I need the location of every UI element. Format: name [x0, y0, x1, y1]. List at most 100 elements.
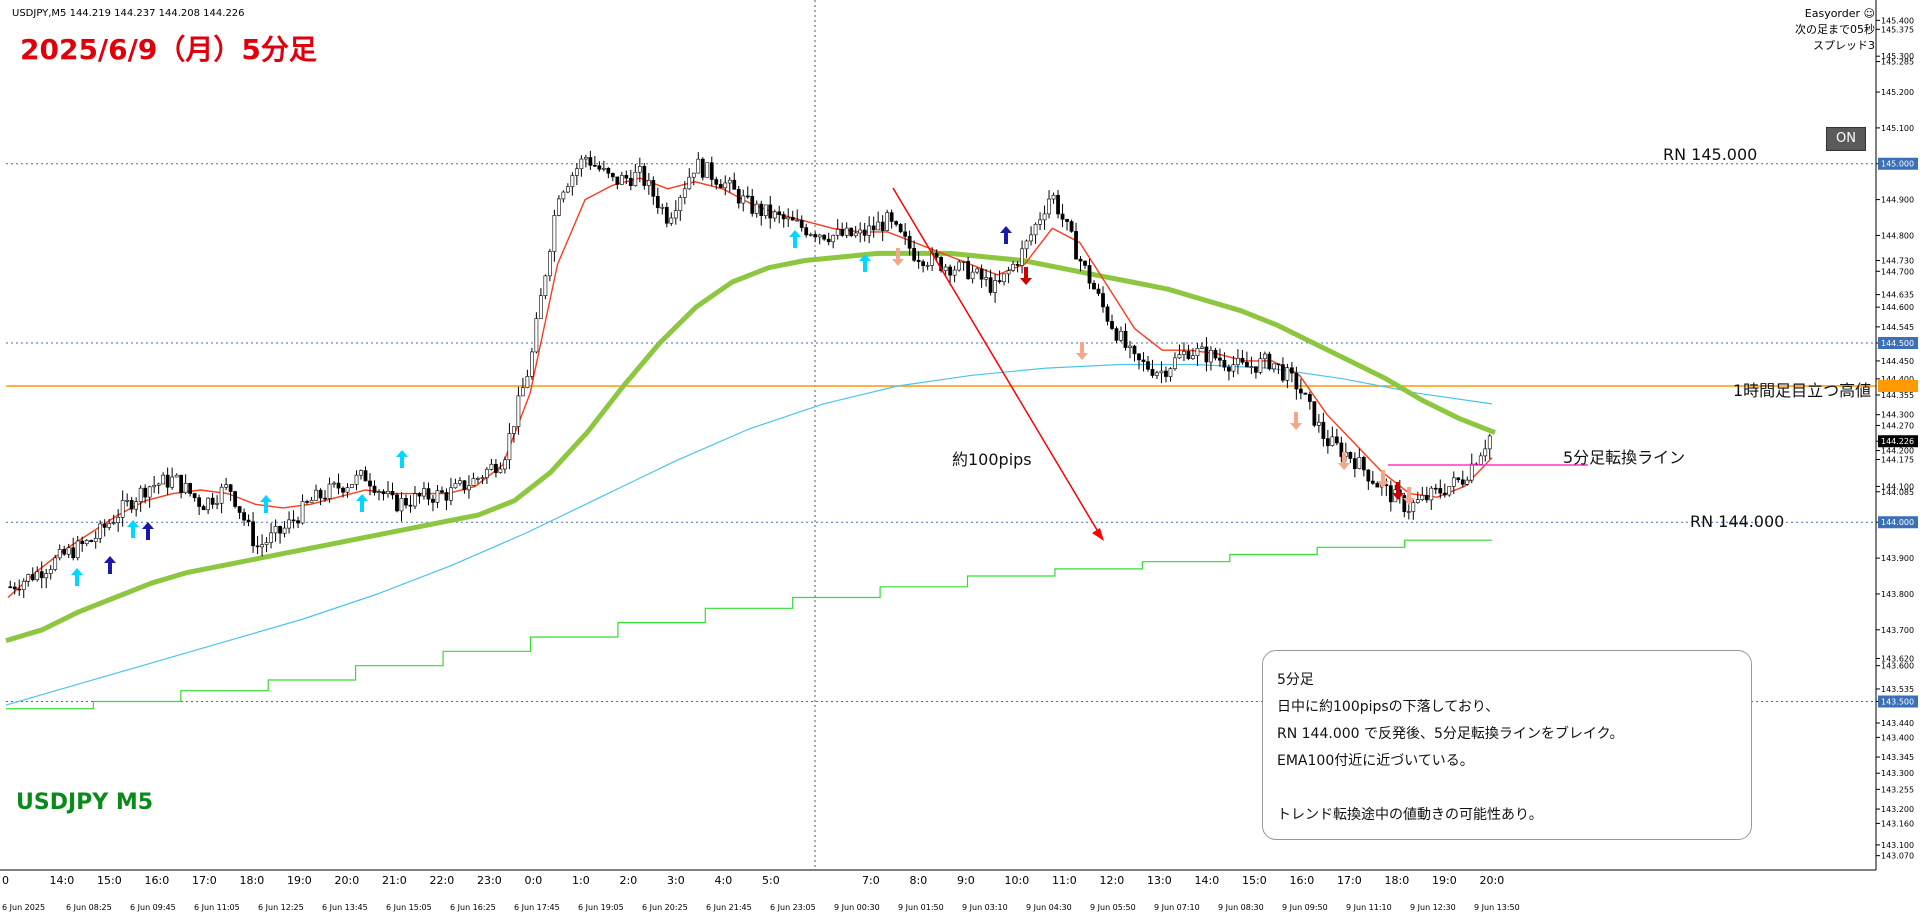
candle-body	[57, 548, 62, 559]
on-toggle-button[interactable]: ON	[1826, 127, 1866, 151]
date-tick-label: 9 Jun 09:50	[1282, 903, 1328, 912]
candle-body	[772, 211, 777, 219]
price-tick-label: 143.345	[1881, 753, 1914, 762]
candle-body	[260, 544, 264, 548]
candle-body	[485, 469, 489, 478]
candle-body	[858, 229, 863, 234]
candle-body	[579, 158, 584, 170]
candle-body	[862, 229, 867, 236]
note-line-4: EMA100付近に近づいている。	[1277, 753, 1474, 769]
candle-body	[507, 433, 512, 461]
candle-body	[1483, 448, 1488, 457]
candle-layer	[8, 150, 1492, 599]
date-tick-label: 9 Jun 12:30	[1410, 903, 1456, 912]
candle-body	[345, 487, 350, 493]
date-tick-label: 6 Jun 2025	[2, 903, 45, 912]
date-tick-label: 9 Jun 03:10	[962, 903, 1008, 912]
candle-body	[1406, 511, 1411, 513]
price-tick-label: 144.450	[1881, 357, 1914, 366]
candle-body	[30, 574, 35, 581]
candle-body	[413, 493, 417, 507]
price-tick-label: 144.000	[1881, 518, 1914, 527]
candle-body	[1254, 366, 1258, 373]
candle-body	[278, 526, 282, 534]
hour-tick-label: 11:0	[1052, 874, 1077, 887]
candle-body	[1316, 421, 1321, 426]
date-tick-label: 6 Jun 11:05	[194, 903, 240, 912]
candle-body	[664, 206, 669, 224]
candle-body	[948, 266, 952, 276]
note-line-6: トレンド転換途中の値動きの可能性あり。	[1277, 807, 1543, 823]
candle-body	[480, 477, 485, 479]
candle-body	[179, 474, 184, 493]
candle-body	[669, 217, 674, 224]
candle-body	[1334, 436, 1339, 444]
price-tick-label: 144.600	[1881, 303, 1914, 312]
hour-tick-label: 10:0	[1005, 874, 1030, 887]
candle-body	[588, 157, 593, 166]
current-price-tag	[1878, 435, 1918, 448]
candle-body	[156, 483, 161, 486]
hour-tick-label: 14:0	[1195, 874, 1220, 887]
candle-body	[12, 586, 17, 590]
candle-body	[1429, 487, 1434, 501]
candle-body	[444, 492, 449, 501]
candle-body	[530, 351, 534, 377]
candle-body	[75, 540, 80, 559]
hour-tick-label: 14:0	[50, 874, 75, 887]
candle-body	[727, 179, 732, 184]
note-line-5	[1277, 775, 1737, 802]
candle-body	[1424, 494, 1429, 501]
hour-tick-label: 17:0	[1337, 874, 1362, 887]
candle-body	[1015, 263, 1020, 266]
price-tick-label: 144.545	[1881, 323, 1914, 332]
candle-body	[129, 500, 134, 510]
candle-body	[1096, 288, 1101, 294]
signal-arrow-down-icon	[892, 248, 904, 266]
date-tick-label: 6 Jun 21:45	[706, 903, 752, 912]
candle-body	[1078, 258, 1083, 262]
candle-body	[494, 463, 498, 473]
candle-body	[808, 234, 813, 236]
arrow-shape	[1290, 412, 1302, 430]
candle-body	[1451, 477, 1456, 487]
price-tick-label: 143.700	[1881, 626, 1914, 635]
candle-body	[777, 211, 782, 215]
candle-body	[790, 216, 795, 221]
candle-body	[138, 487, 143, 502]
candle-body	[1029, 234, 1033, 242]
candle-body	[1263, 353, 1267, 360]
candle-body	[242, 512, 246, 521]
price-tick-label: 144.270	[1881, 421, 1914, 430]
date-tick-label: 6 Jun 09:45	[130, 903, 176, 912]
arrow-shape	[1403, 487, 1415, 505]
candle-body	[408, 504, 413, 507]
note-line-1: 5分足	[1277, 672, 1314, 688]
candle-body	[1182, 351, 1186, 355]
candle-body	[476, 478, 480, 480]
price-tick-label: 144.635	[1881, 291, 1914, 300]
candle-body	[1415, 499, 1420, 503]
price-tick-label: 145.375	[1881, 25, 1914, 34]
candle-body	[1312, 401, 1317, 426]
hour-tick-label: 1:0	[572, 874, 590, 887]
candle-body	[305, 501, 309, 503]
price-tick-label: 145.300	[1881, 52, 1914, 61]
candle-body	[1195, 348, 1200, 356]
date-tick-label: 6 Jun 13:45	[322, 903, 368, 912]
candle-body	[1236, 357, 1240, 365]
candle-body	[817, 234, 822, 238]
candle-body	[435, 490, 440, 503]
candle-body	[813, 234, 818, 238]
candle-body	[1375, 483, 1380, 488]
candle-body	[269, 532, 273, 543]
signal-arrow-up-icon	[1000, 226, 1012, 244]
candle-body	[750, 196, 755, 214]
price-tag-bg	[1878, 695, 1918, 708]
candle-body	[714, 179, 719, 185]
candle-body	[543, 275, 548, 296]
candle-body	[1173, 357, 1177, 370]
hour-tick-label: 23:0	[477, 874, 502, 887]
